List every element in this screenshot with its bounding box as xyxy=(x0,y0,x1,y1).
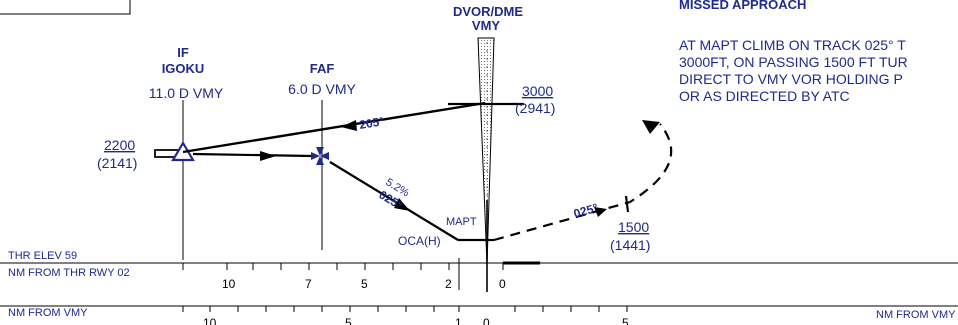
vor-name-label: VMY xyxy=(472,18,501,33)
missed-approach-line-1: AT MAPT CLIMB ON TRACK 025° T xyxy=(679,37,906,53)
intermediate-segment xyxy=(192,152,313,158)
outbound-track-label: 205° xyxy=(358,114,385,132)
missed-approach-tick xyxy=(624,195,630,213)
thr-scale-label: NM FROM THR RWY 02 xyxy=(8,267,130,279)
thr-scale-ticks xyxy=(182,258,504,290)
outbound-arrow xyxy=(341,120,357,131)
if-height: (2141) xyxy=(97,155,137,171)
thr-tick-7: 7 xyxy=(305,277,312,291)
vmy-tick-10: 10 xyxy=(203,316,217,325)
if-dist-label: 11.0 D VMY xyxy=(149,85,224,101)
vmy-scale-label: NM FROM VMY xyxy=(8,307,88,319)
final-descent-path xyxy=(329,161,459,241)
faf-dist-label: 6.0 D VMY xyxy=(288,81,356,97)
thr-tick-2: 2 xyxy=(445,277,452,291)
missed-track-label: 025° xyxy=(572,201,600,221)
thr-elevation-label: THR ELEV 59 xyxy=(8,250,77,262)
vmy-scale-ticks xyxy=(182,306,628,312)
vmy-tick-5-right: 5 xyxy=(622,316,629,325)
thr-tick-10: 10 xyxy=(222,277,236,291)
if-name-label: IGOKU xyxy=(162,61,205,76)
outbound-path xyxy=(182,101,486,154)
missed-approach-arrow-1 xyxy=(594,207,607,217)
if-type-label: IF xyxy=(177,45,189,60)
thr-tick-0: 0 xyxy=(499,277,506,291)
oca-label: OCA(H) xyxy=(398,234,441,248)
vor-type-label: DVOR/DME xyxy=(453,4,523,19)
vor-cone xyxy=(477,37,495,266)
vor-altitude: 3000 xyxy=(522,83,553,99)
vmy-scale-label-right: NM FROM VMY xyxy=(876,309,956,321)
missed-approach-line-4: OR AS DIRECTED BY ATC xyxy=(679,88,850,104)
faf-type-label: FAF xyxy=(310,61,335,76)
ma-altitude: 1500 xyxy=(618,219,649,235)
vor-height: (2941) xyxy=(515,100,555,116)
mapt-label: MAPT xyxy=(446,216,477,228)
vmy-tick-5: 5 xyxy=(345,316,352,325)
vmy-tick-0: 0 xyxy=(483,316,490,325)
missed-approach-path xyxy=(493,123,673,242)
missed-approach-line-2: 3000FT, ON PASSING 1500 FT TUR xyxy=(679,54,908,70)
ma-height: (1441) xyxy=(610,237,650,253)
thr-tick-5: 5 xyxy=(361,277,368,291)
intermediate-arrow xyxy=(260,151,276,161)
legend-box-fragment xyxy=(0,0,131,15)
missed-approach-title: MISSED APPROACH xyxy=(679,0,806,12)
final-descent-arrow xyxy=(394,198,410,211)
if-altitude: 2200 xyxy=(104,137,135,153)
missed-approach-line-3: DIRECT TO VMY VOR HOLDING P xyxy=(679,71,903,87)
faf-cross-icon xyxy=(311,147,329,165)
vmy-tick-1: 1 xyxy=(455,316,462,325)
missed-approach-arrow-2 xyxy=(642,120,660,134)
